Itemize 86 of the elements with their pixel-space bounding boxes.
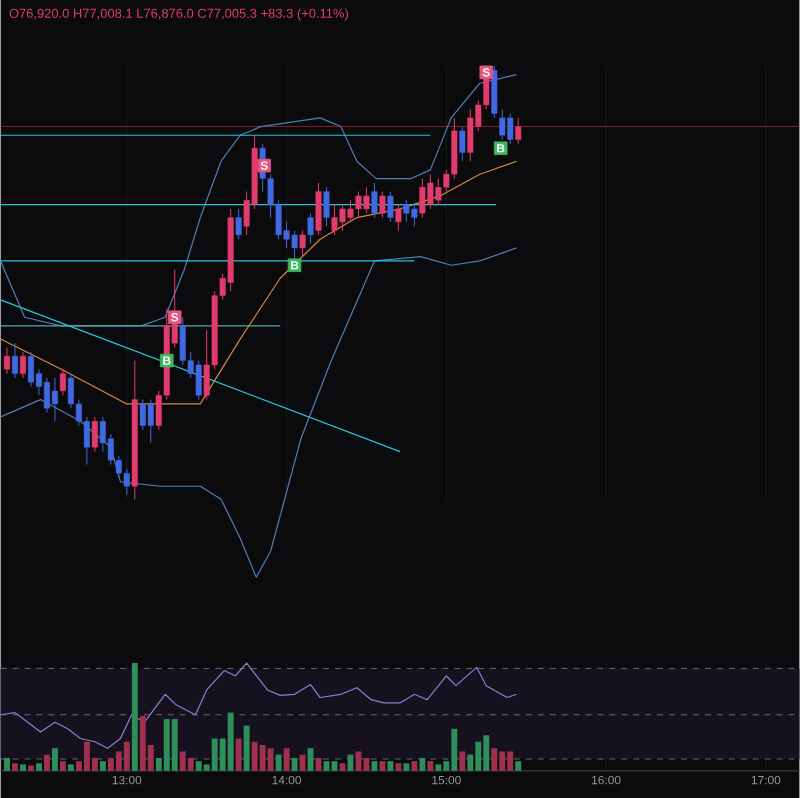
bar	[20, 763, 26, 771]
candlestick	[403, 199, 410, 222]
bar	[67, 763, 74, 771]
bar	[259, 744, 266, 771]
bar	[243, 725, 250, 771]
candlestick	[299, 229, 306, 257]
bar	[43, 754, 50, 771]
candlestick	[91, 416, 98, 452]
candlestick	[331, 203, 338, 235]
bar	[435, 763, 442, 771]
candlestick	[307, 212, 314, 244]
candlestick	[419, 177, 426, 218]
candlestick	[427, 173, 434, 209]
bar	[179, 751, 186, 771]
candlestick	[435, 177, 442, 205]
bar	[163, 718, 170, 771]
bar	[131, 662, 138, 771]
bar	[403, 762, 410, 771]
bar	[291, 757, 298, 771]
bar	[371, 760, 378, 771]
bar	[411, 760, 418, 771]
candlestick	[323, 186, 330, 227]
candlestick	[27, 351, 34, 387]
candlestick	[491, 64, 498, 118]
candlestick	[291, 229, 298, 261]
bar	[387, 760, 394, 771]
candlestick	[467, 108, 474, 162]
candlestick	[339, 203, 346, 231]
bar	[491, 747, 498, 771]
bar	[28, 765, 34, 771]
bar	[4, 757, 10, 771]
candlestick	[19, 351, 26, 379]
bar	[283, 747, 290, 771]
bar	[267, 747, 274, 771]
candlestick	[355, 190, 362, 218]
bar	[395, 762, 402, 771]
candlestick	[51, 377, 58, 422]
bar	[59, 760, 66, 771]
candlestick	[3, 346, 10, 374]
candlestick	[507, 112, 514, 144]
bar	[483, 734, 490, 771]
bar	[507, 751, 514, 771]
candlestick	[379, 190, 386, 218]
bar	[235, 738, 242, 771]
bar	[187, 757, 194, 771]
bar	[83, 741, 90, 771]
candlestick	[387, 190, 394, 222]
candlestick	[315, 181, 322, 235]
candlestick	[235, 207, 242, 240]
bar	[107, 757, 114, 771]
bar	[195, 760, 202, 771]
candlestick	[123, 468, 130, 496]
candlestick	[363, 186, 370, 214]
bar	[275, 754, 282, 771]
bar	[99, 760, 106, 771]
candlestick	[59, 368, 66, 396]
bar	[123, 741, 130, 771]
candlestick	[499, 108, 506, 140]
candlestick	[371, 181, 378, 218]
bar	[12, 762, 18, 771]
bar	[451, 728, 458, 771]
bar	[51, 747, 58, 771]
candlestick	[515, 116, 522, 144]
candlestick	[147, 398, 154, 444]
bar	[427, 760, 434, 771]
bar	[419, 757, 426, 771]
candlestick	[43, 377, 50, 413]
bar	[171, 718, 178, 771]
candlestick	[411, 203, 418, 227]
bar	[475, 741, 482, 771]
bar	[35, 762, 42, 771]
candlestick	[395, 203, 402, 231]
bar	[139, 715, 146, 771]
candlestick	[347, 199, 354, 222]
bar	[211, 738, 218, 771]
bar	[515, 760, 522, 771]
bar	[299, 754, 306, 771]
candlestick	[459, 125, 466, 162]
candlestick	[139, 398, 146, 431]
bar	[251, 741, 258, 771]
bar	[499, 751, 506, 771]
bar	[227, 712, 234, 771]
candlestick	[195, 359, 202, 400]
candlestick	[11, 342, 18, 379]
bar	[379, 760, 386, 771]
bar	[459, 751, 466, 771]
